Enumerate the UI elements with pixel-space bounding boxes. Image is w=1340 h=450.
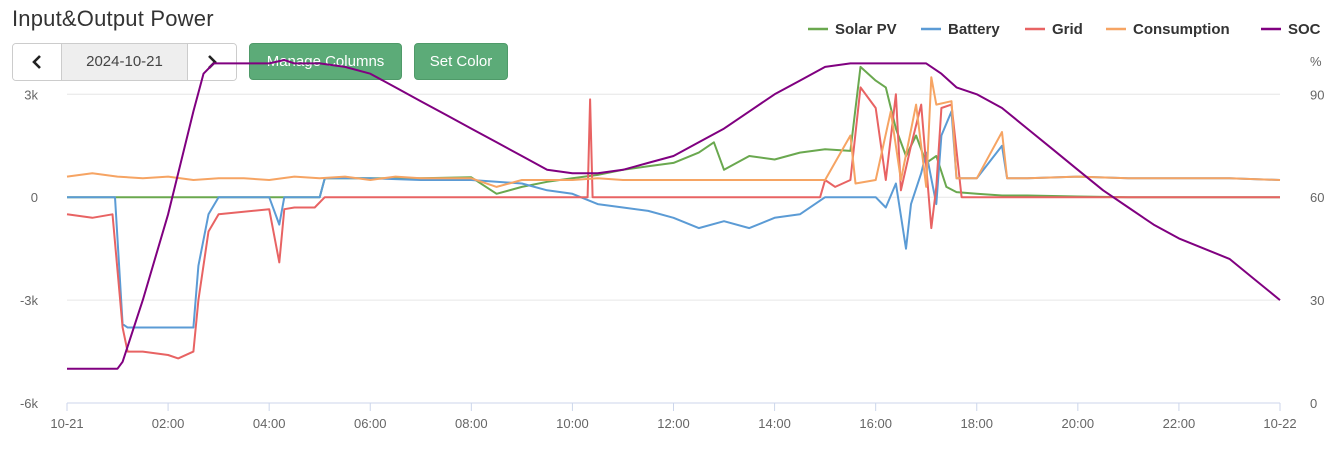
legend-label: Battery (948, 21, 1000, 38)
legend-label: Consumption (1133, 21, 1230, 38)
legend-item-solar-pv[interactable]: Solar PV (808, 21, 897, 38)
x-tick-label: 22:00 (1163, 416, 1196, 431)
legend-item-grid[interactable]: Grid (1025, 21, 1083, 38)
y-right-unit-label: % (1310, 54, 1322, 69)
x-tick-label: 18:00 (960, 416, 993, 431)
legend-item-consumption[interactable]: Consumption (1106, 21, 1230, 38)
x-tick-label: 16:00 (859, 416, 892, 431)
y-right-tick-label: 90 (1310, 87, 1324, 102)
series-line-grid[interactable] (66, 86, 1280, 360)
series-line-soc[interactable] (67, 59, 1281, 370)
legend-label: SOC (1288, 21, 1321, 38)
x-tick-label: 10-22 (1263, 416, 1296, 431)
legend-item-battery[interactable]: Battery (921, 21, 1000, 38)
chart-title: Input&Output Power (12, 6, 214, 31)
series-line-battery[interactable] (67, 110, 1281, 329)
x-tick-label: 08:00 (455, 416, 488, 431)
y-left-tick-label: 3k (24, 87, 38, 102)
legend: Solar PV Battery Grid Consumption SOC (808, 21, 1321, 38)
previous-day-button[interactable] (13, 44, 61, 80)
chevron-left-icon (32, 55, 41, 69)
x-tick-label: 10-21 (50, 416, 83, 431)
set-color-button[interactable]: Set Color (414, 43, 508, 80)
legend-label: Grid (1052, 21, 1083, 38)
x-tick-label: 12:00 (657, 416, 690, 431)
x-tick-label: 10:00 (556, 416, 589, 431)
series-lines (66, 59, 1281, 370)
x-tick-label: 02:00 (152, 416, 185, 431)
x-tick-label: 06:00 (354, 416, 387, 431)
legend-item-soc[interactable]: SOC (1261, 21, 1321, 38)
y-right-tick-label: 30 (1310, 293, 1324, 308)
y-right-tick-label: 60 (1310, 190, 1324, 205)
y-right-tick-label: 0 (1310, 396, 1317, 411)
x-tick-label: 20:00 (1062, 416, 1095, 431)
grid-lines (67, 93, 1280, 404)
series-line-consumption[interactable] (66, 76, 1281, 188)
next-day-button[interactable] (188, 44, 236, 80)
series-line-solar-pv[interactable] (67, 65, 1280, 199)
date-navigator: 2024-10-21 (12, 43, 237, 81)
y-left-tick-label: -6k (20, 396, 39, 411)
legend-label: Solar PV (835, 21, 897, 38)
date-field[interactable]: 2024-10-21 (61, 44, 188, 80)
axes: 3k 0 -3k -6k 90 60 30 0% 10-21 02:00 04:00 06:00 08:… (20, 54, 1325, 431)
y-left-tick-label: -3k (20, 293, 39, 308)
y-left-tick-label: 0 (31, 190, 38, 205)
x-tick-label: 14:00 (758, 416, 791, 431)
x-tick-label: 04:00 (253, 416, 286, 431)
